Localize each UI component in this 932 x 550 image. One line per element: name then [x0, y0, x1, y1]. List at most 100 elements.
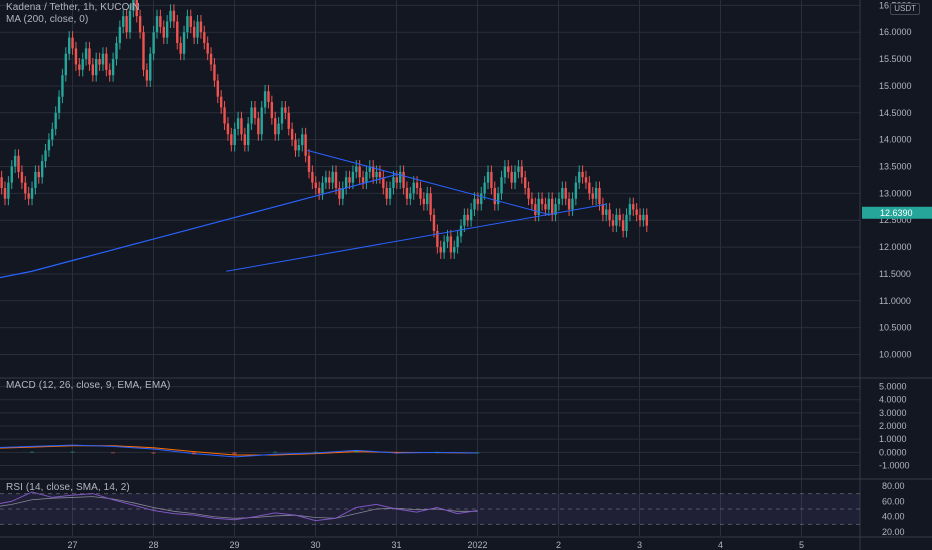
macd-tick-label: 0.0000 [879, 447, 907, 457]
candle [571, 198, 574, 210]
candle [182, 32, 186, 54]
candle [385, 188, 388, 199]
candle [378, 171, 382, 178]
candle [135, 0, 138, 17]
candle [74, 48, 78, 65]
price-tick-label: 12.5000 [879, 215, 912, 225]
candle [473, 198, 476, 210]
candle [540, 198, 544, 205]
symbol-title[interactable]: Kadena / Tether, 1h, KUCOIN [6, 2, 140, 13]
candle [179, 42, 182, 54]
candle [84, 48, 88, 60]
currency-label[interactable]: USDT [890, 3, 920, 15]
candle [496, 193, 500, 205]
candle [422, 198, 426, 205]
candle [510, 171, 513, 183]
candle [493, 188, 496, 205]
candle [311, 171, 314, 183]
candle [412, 182, 415, 194]
candle [20, 171, 24, 183]
candle [608, 209, 611, 221]
candle [297, 145, 301, 151]
price-tick-label: 13.0000 [879, 188, 912, 198]
time-tick-label: 2 [556, 540, 561, 550]
candle [216, 80, 220, 97]
time-tick-label: 3 [637, 540, 642, 550]
candle [88, 48, 91, 65]
candle [169, 10, 172, 22]
candle [348, 177, 351, 183]
candle [138, 16, 142, 33]
rsi-legend[interactable]: RSI (14, close, SMA, 14, 2) [6, 482, 130, 493]
candle [192, 26, 196, 38]
candle [561, 188, 564, 199]
candle [486, 171, 490, 183]
candle [523, 177, 527, 188]
candle [591, 193, 594, 199]
candle [115, 42, 118, 60]
macd-histogram-bar [435, 452, 439, 454]
macd-tick-label: -1.0000 [879, 460, 910, 470]
candle [122, 16, 125, 27]
time-tick-label: 30 [310, 540, 320, 550]
time-tick-label: 28 [148, 540, 158, 550]
candle [219, 96, 223, 108]
candle [621, 220, 625, 231]
candle [263, 91, 267, 108]
candle [530, 198, 534, 205]
candle [365, 171, 368, 183]
candle [331, 171, 334, 183]
candle [243, 134, 247, 146]
candle [247, 123, 250, 146]
candle [199, 21, 203, 33]
last-price-label: 12.6390 [880, 208, 913, 218]
candle [554, 204, 557, 215]
candle [507, 166, 510, 172]
candle [105, 53, 108, 70]
candle [290, 128, 294, 140]
candle [71, 37, 74, 49]
candle [638, 214, 642, 221]
candle [149, 53, 152, 81]
time-tick-label: 4 [718, 540, 723, 550]
candle [432, 214, 436, 231]
candle [301, 134, 304, 146]
candle [405, 188, 409, 199]
candle [594, 188, 598, 199]
macd-tick-label: 1.0000 [879, 434, 907, 444]
candle [81, 59, 84, 70]
candle [520, 166, 523, 178]
candle [534, 204, 537, 215]
candle [196, 21, 199, 38]
candle [30, 188, 34, 199]
candle [145, 69, 149, 81]
candle [513, 171, 517, 183]
candle [95, 59, 98, 76]
macd-tick-label: 5.0000 [879, 382, 907, 392]
candle [307, 155, 311, 172]
candle [368, 166, 372, 172]
macd-legend[interactable]: MACD (12, 26, close, 9, EMA, EMA) [6, 380, 171, 391]
candle [500, 177, 503, 194]
candle [544, 204, 547, 210]
candle [7, 182, 10, 199]
last-price-badge [862, 206, 932, 219]
candle [270, 102, 274, 119]
candle [162, 26, 165, 38]
candle [257, 118, 260, 135]
candle [415, 182, 419, 188]
candle [128, 10, 132, 33]
candle [328, 177, 331, 183]
candle [287, 112, 290, 129]
candle [392, 177, 395, 188]
time-tick-label: 31 [391, 540, 401, 550]
candle [557, 198, 561, 205]
candle [284, 107, 287, 113]
macd-histogram-bar [273, 451, 277, 453]
candle [463, 214, 466, 226]
candle [61, 75, 64, 97]
candle [483, 182, 486, 194]
candle [517, 166, 520, 172]
ma-legend[interactable]: MA (200, close, 0) [6, 14, 89, 25]
